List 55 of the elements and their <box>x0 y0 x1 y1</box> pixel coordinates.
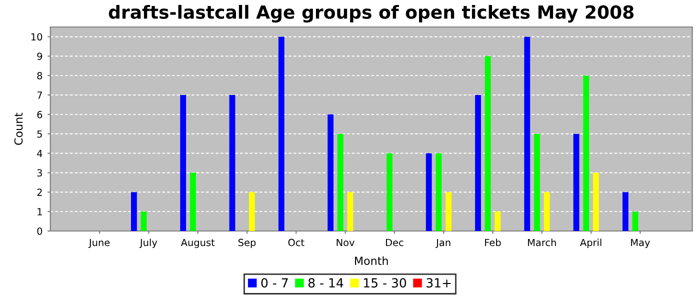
bar <box>190 172 196 231</box>
x-tick-label: Oct <box>288 238 304 246</box>
bar <box>583 76 590 231</box>
bar <box>573 134 580 231</box>
y-tick-label: 10 <box>31 33 42 41</box>
bar <box>446 192 452 231</box>
bar <box>484 56 491 231</box>
x-tick-label: August <box>180 238 215 248</box>
bar <box>337 134 344 231</box>
bar <box>622 192 628 231</box>
bar <box>632 212 638 231</box>
bar <box>426 153 432 231</box>
bar <box>475 95 481 231</box>
chart-title: drafts-lastcall Age groups of open tickets May 2008 <box>108 4 634 23</box>
x-tick-label: Dec <box>386 238 404 246</box>
legend-label: 8 - 14 <box>308 278 344 288</box>
y-tick-label: 3 <box>37 169 42 177</box>
bar <box>248 192 255 231</box>
y-tick-label: 7 <box>37 92 42 99</box>
x-tick-label: May <box>631 238 650 248</box>
bar <box>131 192 137 231</box>
bar <box>436 153 442 231</box>
x-tick-label: Sep <box>238 238 256 248</box>
y-tick-label: 6 <box>37 110 42 118</box>
bar <box>534 134 540 231</box>
x-tick-label: Feb <box>485 238 501 246</box>
legend-label: 15 - 30 <box>364 278 406 288</box>
y-tick-label: 4 <box>37 150 42 157</box>
bar <box>278 36 284 231</box>
legend-label: 0 - 7 <box>261 278 288 288</box>
x-tick-label: July <box>139 238 158 248</box>
bar <box>593 172 599 231</box>
bar <box>544 192 550 231</box>
bar <box>347 192 354 231</box>
x-tick-label: Nov <box>336 238 354 246</box>
y-tick-label: 8 <box>37 72 42 80</box>
legend-label: 31+ <box>426 278 451 288</box>
x-tick-label: Jan <box>436 238 450 248</box>
x-axis-title: Month <box>355 256 388 265</box>
y-tick-label: 0 <box>37 227 42 235</box>
x-tick-label: June <box>88 238 110 248</box>
y-tick-label: 5 <box>37 130 42 138</box>
x-tick-label: April <box>580 238 602 248</box>
y-tick-label: 1 <box>38 208 42 216</box>
bar <box>386 153 392 231</box>
y-tick-label: 2 <box>37 188 42 196</box>
bar <box>229 95 236 231</box>
bar <box>180 95 186 231</box>
bar <box>328 114 334 231</box>
bar <box>140 212 147 231</box>
bar <box>494 212 501 231</box>
x-tick-label: March <box>528 238 556 246</box>
y-axis-title: Count <box>14 112 23 145</box>
bar <box>524 36 530 231</box>
y-tick-label: 9 <box>37 52 42 60</box>
